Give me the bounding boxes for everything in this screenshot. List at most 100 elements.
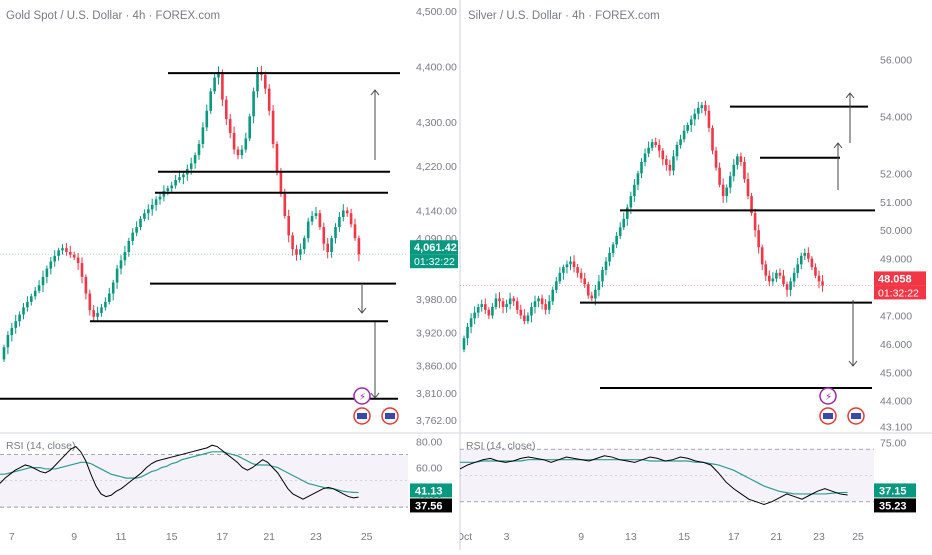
silver-candle [576, 263, 579, 278]
gold-rsi-line [0, 444, 359, 500]
gold-arrow-head [370, 89, 380, 96]
gold-projection-arrow[interactable] [370, 89, 380, 160]
silver-candle-body [721, 184, 725, 197]
gold-candle-body [150, 204, 154, 210]
gold-price-tick-label: 4,400.00 [416, 61, 457, 73]
silver-candle [697, 101, 700, 120]
gold-candle [182, 171, 185, 185]
silver-chart-panel[interactable]: Silver / U.S. Dollar · 4h · FOREX.com 56.… [456, 0, 932, 550]
silver-candle-body [519, 309, 523, 316]
gold-candle-body [244, 138, 248, 150]
silver-candle [654, 137, 657, 148]
silver-candle-body [643, 153, 647, 162]
gold-candle [108, 287, 111, 305]
silver-candle-body [810, 258, 814, 268]
silver-candle [792, 267, 796, 288]
gold-candle [349, 208, 353, 228]
gold-candle-body [287, 216, 290, 236]
gold-events[interactable]: ⚡ [353, 387, 399, 425]
silver-lightning-icon[interactable] [819, 387, 837, 405]
silver-price-tick-label: 47.000 [880, 310, 912, 322]
silver-events[interactable]: ⚡ [819, 387, 865, 425]
gold-candle [76, 253, 80, 270]
gold-countdown-label: 01:32:22 [414, 256, 455, 268]
gold-candle [264, 71, 267, 94]
gold-candle [100, 304, 103, 317]
gold-candles[interactable] [2, 65, 361, 363]
gold-candle-body [49, 261, 53, 269]
silver-candle-body [586, 284, 590, 296]
silver-candle-body [764, 264, 768, 276]
silver-candle-body [569, 261, 572, 265]
gold-time-axis-label: 23 [310, 531, 322, 543]
gold-candle-body [76, 257, 80, 264]
panel-divider[interactable] [459, 0, 461, 550]
gold-candle [26, 296, 29, 312]
silver-candle-body [757, 230, 760, 248]
silver-candle [778, 268, 782, 279]
silver-candle [721, 178, 725, 204]
silver-rsi-value: 35.23 [879, 500, 907, 512]
gold-candle-body [295, 249, 298, 255]
silver-candle [523, 309, 526, 325]
gold-price-tick-label: 3,920.00 [416, 327, 457, 339]
silver-candle-body [562, 267, 565, 273]
silver-candle-body [704, 105, 707, 111]
gold-price-tick-label: 3,810.00 [416, 388, 457, 400]
silver-time-axis-label: 9 [578, 531, 584, 543]
gold-candle [65, 243, 68, 256]
gold-candle-body [345, 210, 349, 214]
silver-price-axis[interactable]: 56.000 54.000 52.000 51.000 50.000 49.000 48.0… [880, 55, 912, 434]
silver-candle [704, 100, 707, 116]
gold-candle [18, 311, 21, 327]
gold-chart-panel[interactable]: Gold Spot / U.S. Dollar · 4h · FOREX.com… [0, 0, 468, 550]
silver-projection-arrow[interactable] [833, 142, 843, 190]
silver-candle [572, 255, 576, 273]
gold-projection-arrow[interactable] [370, 322, 380, 399]
gold-candle-body [104, 301, 107, 308]
silver-price-tick-label: 46.000 [880, 339, 912, 351]
silver-countdown-label: 01:32:22 [878, 287, 919, 299]
gold-candle-body [182, 174, 185, 178]
silver-candle-body [707, 110, 711, 128]
silver-candle [718, 162, 721, 188]
silver-price-tick-label: 43.100 [880, 421, 912, 433]
silver-candle-body [743, 162, 746, 180]
silver-candle-body [555, 281, 558, 290]
gold-candle-body [41, 276, 45, 286]
silver-candle-body [544, 304, 547, 310]
gold-candle [178, 170, 181, 183]
silver-candle-body [469, 318, 473, 327]
gold-candle-body [299, 249, 302, 255]
silver-candle [476, 303, 480, 318]
silver-rsi-ma-value: 37.15 [879, 485, 907, 497]
gold-candle-body [37, 285, 41, 291]
gold-candle-body [96, 312, 99, 317]
gold-candle-body [2, 347, 6, 360]
silver-candle [501, 298, 505, 314]
silver-candle [768, 270, 771, 287]
gold-candle [123, 245, 127, 266]
silver-candle-body [594, 289, 597, 299]
silver-chart[interactable]: Silver / U.S. Dollar · 4h · FOREX.com 56.… [456, 0, 932, 550]
gold-price-axis[interactable]: 4,500.00 4,400.00 4,300.00 4,220.00 4,140.00… [416, 6, 457, 427]
silver-candle-body [572, 261, 576, 268]
silver-projection-arrow[interactable] [848, 300, 858, 367]
silver-candle [714, 146, 718, 171]
gold-candle-body [322, 227, 326, 244]
silver-price-tick-label: 54.000 [880, 112, 912, 124]
gold-candle [244, 132, 248, 153]
silver-candles[interactable] [462, 100, 824, 353]
silver-candle [775, 269, 778, 283]
gold-projection-arrow[interactable] [357, 285, 367, 314]
gold-candle [318, 210, 322, 230]
silver-candle [757, 224, 760, 254]
gold-chart[interactable]: Gold Spot / U.S. Dollar · 4h · FOREX.com… [0, 0, 468, 550]
gold-candle [256, 66, 259, 98]
gold-candle-body [154, 199, 158, 205]
silver-candle [562, 264, 565, 280]
gold-lightning-icon[interactable] [353, 387, 371, 405]
silver-projection-arrow[interactable] [845, 92, 855, 143]
silver-candle-body [576, 267, 579, 273]
silver-candle-body [494, 298, 498, 307]
